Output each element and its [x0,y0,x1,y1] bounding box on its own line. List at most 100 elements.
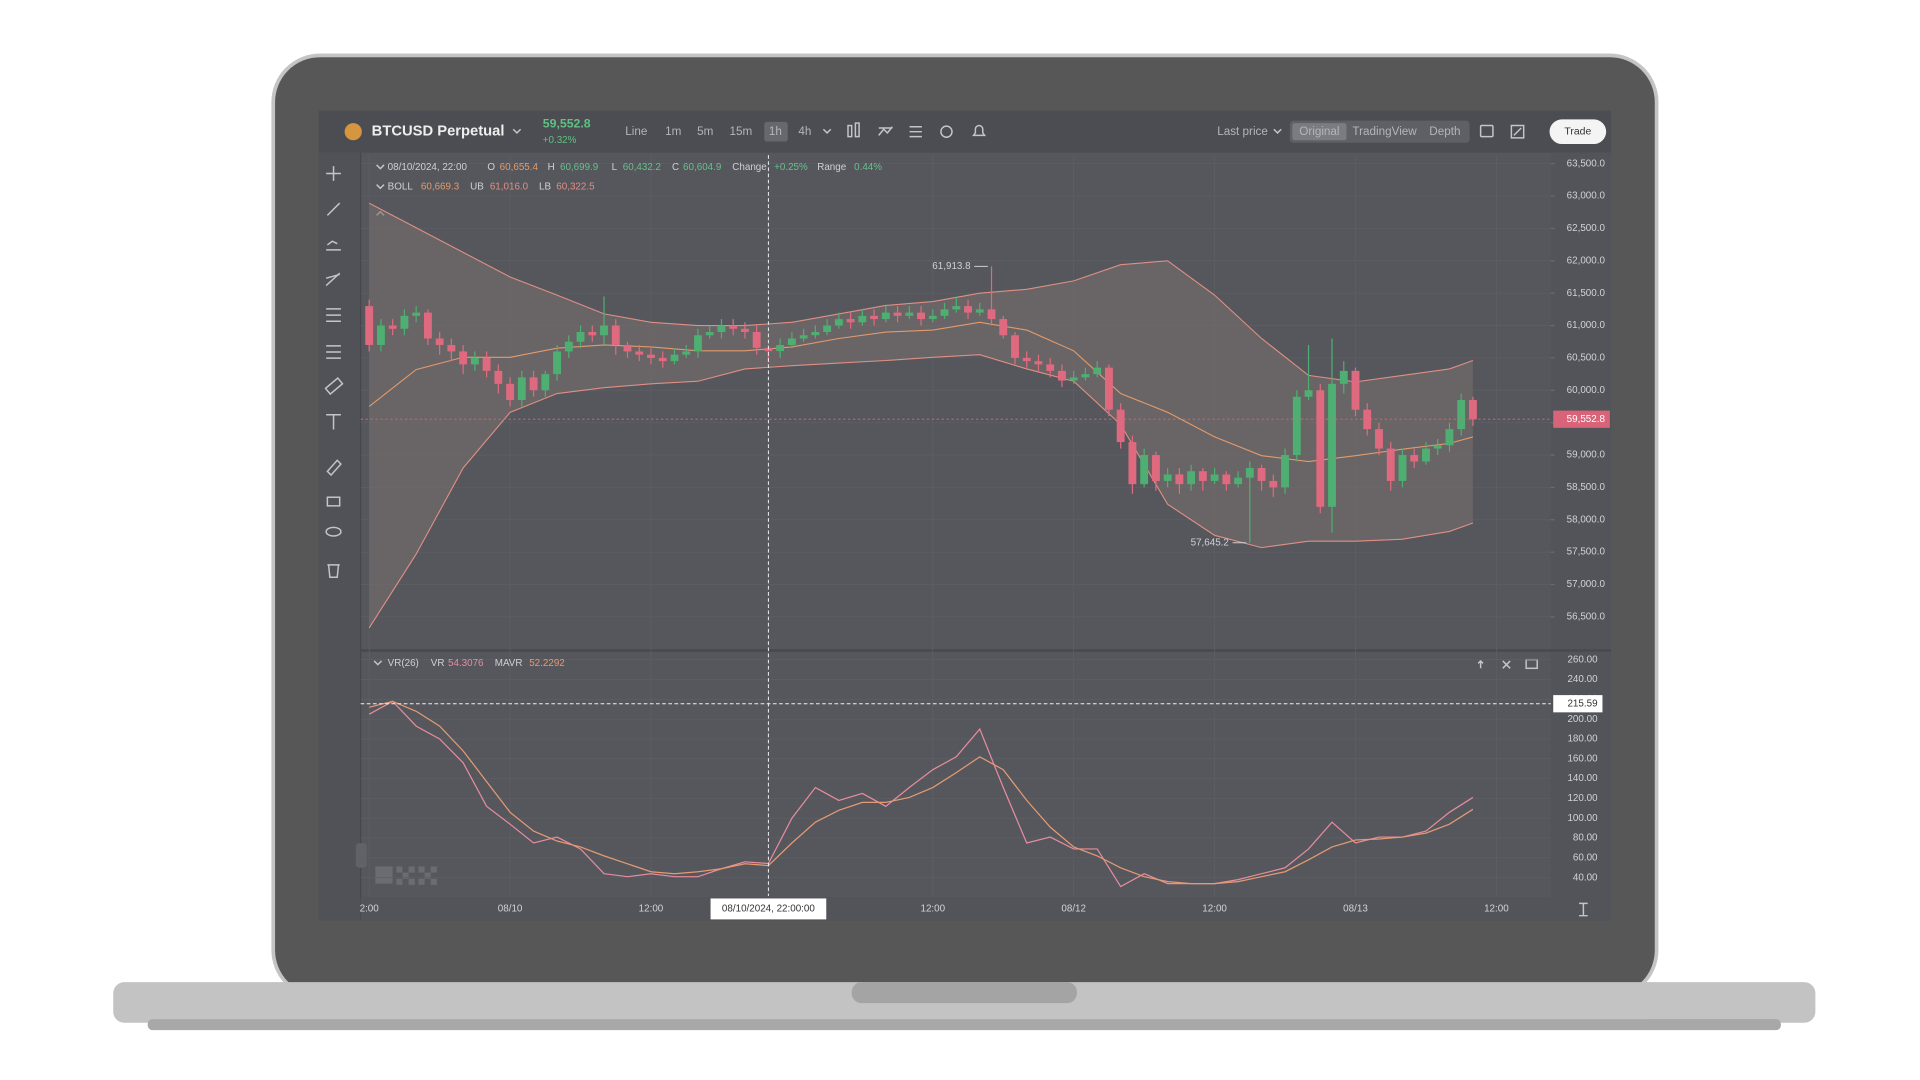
candle-body [1257,467,1266,481]
fullscreen-icon[interactable] [1510,124,1525,139]
price-type[interactable]: Last price [1217,125,1268,138]
alert-icon[interactable] [972,124,987,137]
candle-body [1304,390,1313,397]
text-tool[interactable] [326,414,341,430]
close-pane[interactable] [1502,660,1511,669]
view-button[interactable]: Depth [1429,125,1460,138]
legend-value: 60,322.5 [556,182,595,193]
candle-body [1046,364,1055,371]
interval-button[interactable]: 1h [769,125,782,138]
delete-tool[interactable] [327,564,340,578]
time-axis-bg [360,897,1551,921]
last-price-label: 59,552.8 [1567,414,1606,425]
y-tick-label: 57,000.0 [1567,579,1606,590]
y-tick-label: 100.00 [1567,813,1598,824]
move-up[interactable] [1477,659,1484,669]
price-axis-bg [1550,152,1612,921]
interval-button[interactable]: 1m [665,125,681,138]
axis-scale-icon[interactable] [1579,902,1588,917]
candle-body [494,370,503,384]
candle-body [365,306,374,345]
drawing-tools [324,166,344,578]
candle-body [541,374,550,391]
settings-icon[interactable] [940,125,953,138]
candle-body [1140,455,1149,485]
ruler-tool[interactable] [324,377,344,396]
interval-button[interactable]: 4h [798,125,811,138]
candle-body [517,377,526,401]
visibility-tool[interactable] [325,526,342,537]
side-collapse[interactable] [355,843,367,868]
x-tick-label: 12:00 [639,904,664,915]
trade-label[interactable]: Trade [1564,126,1591,137]
y-tick-label: 58,500.0 [1567,482,1606,493]
candle-body [447,344,456,352]
y-tick-label: 59,000.0 [1567,450,1606,461]
x-tick-label: 08/12 [1061,904,1086,915]
legend-value: 60,604.9 [683,162,721,173]
legend-value: 0.44% [854,162,882,173]
y-tick-label: 200.00 [1567,714,1598,725]
view-button[interactable]: Original [1299,125,1339,138]
indicator-line [369,700,1474,885]
fib-tool[interactable] [326,240,341,251]
collapse-chevrons[interactable] [373,164,385,666]
y-tick-label: 60,500.0 [1567,353,1606,364]
candle-body [787,338,796,345]
view-button[interactable]: TradingView [1352,125,1417,138]
trade-button[interactable] [1549,119,1607,144]
candle-body [952,306,961,310]
candle-body [1457,400,1466,430]
legend-value: +0.25% [774,162,808,173]
candle-body [1468,400,1477,420]
candle-body [435,338,444,345]
line-tool[interactable] [326,202,341,216]
position-tool[interactable] [326,345,341,359]
candle-body [975,309,984,313]
pattern-tool[interactable] [325,272,341,287]
candle-body [987,309,996,320]
price-type-chevron[interactable] [1273,128,1282,134]
band-fill [369,203,1473,628]
candle-icon[interactable] [854,122,860,138]
legend-value: 60,699.9 [560,162,598,173]
legend-key: LB [539,182,551,193]
interval-button[interactable]: 15m [730,125,753,138]
candle-body [1351,370,1360,410]
lock-tool[interactable] [326,496,341,507]
candle-body [1245,467,1254,478]
candle-body [1104,367,1113,410]
candle-body [658,357,667,362]
candle-body [470,357,479,365]
candle-body [1234,477,1243,485]
candle-body [1128,442,1137,485]
candle-body [1269,480,1278,488]
interval-button[interactable]: Line [625,125,647,138]
interval-chevron[interactable] [822,128,832,134]
brush-tool[interactable] [326,459,342,477]
symbol-chevron[interactable] [512,128,522,134]
y-tick-label: 56,500.0 [1567,611,1606,622]
layout-icon[interactable] [1479,124,1494,138]
candle-body [635,351,644,355]
candle-body [834,319,843,326]
band-line [368,354,1474,629]
candle-body [1375,429,1383,449]
candle-body [823,325,832,333]
candle-body [1316,390,1325,507]
interval-button[interactable]: 5m [697,125,713,138]
candle-icon[interactable] [847,124,853,138]
candle-body [388,325,397,329]
symbol[interactable]: BTCUSD Perpetual [372,124,505,140]
crosshair-tool[interactable] [326,166,341,181]
candle-body [776,344,785,352]
legend-value: 60,432.2 [623,162,661,173]
candle-body [1198,471,1207,481]
measure-tool[interactable] [326,308,341,322]
indicator-icon[interactable] [878,126,893,136]
last-price-tag [1553,410,1610,428]
legend-key: O [487,162,495,173]
template-icon[interactable] [909,126,922,138]
header-change: +0.32% [543,135,577,146]
